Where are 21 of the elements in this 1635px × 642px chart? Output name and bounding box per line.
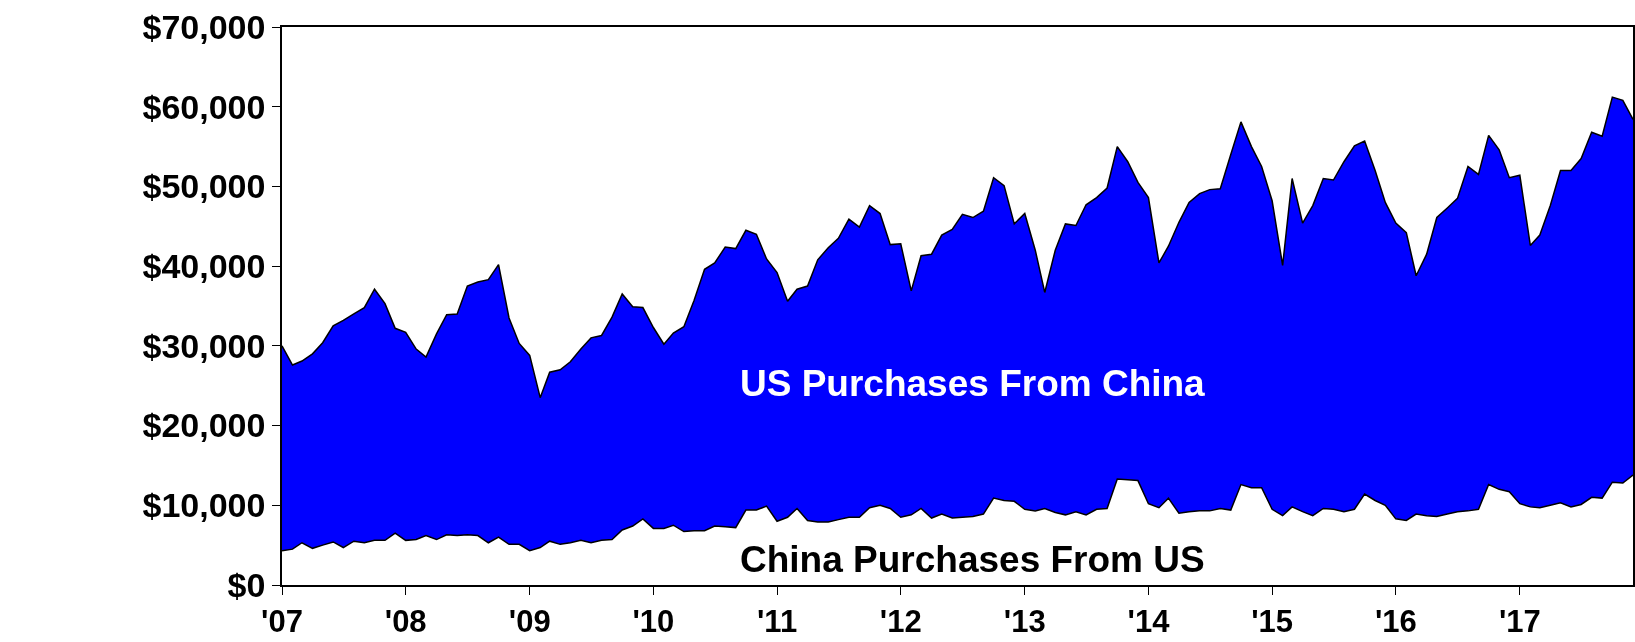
- x-tick-label: '12: [879, 603, 922, 639]
- x-tick-label: '15: [1251, 603, 1294, 639]
- y-tick-label: $10,000: [142, 486, 266, 525]
- y-tick-label: $0: [227, 565, 266, 604]
- y-tick-label: $40,000: [142, 247, 266, 286]
- x-tick-label: '13: [1003, 603, 1046, 639]
- series-label: China Purchases From US: [740, 539, 1205, 580]
- y-tick-label: $30,000: [142, 326, 266, 365]
- x-tick-label: '11: [756, 603, 798, 639]
- x-tick-label: '16: [1374, 603, 1417, 639]
- y-tick-label: $70,000: [142, 7, 266, 46]
- y-tick-label: $50,000: [142, 167, 266, 206]
- y-tick-label: $20,000: [142, 406, 266, 445]
- x-tick-label: '17: [1498, 603, 1541, 639]
- series-label: US Purchases From China: [740, 363, 1206, 404]
- x-tick-label: '09: [508, 603, 551, 639]
- y-tick-label: $60,000: [142, 87, 266, 126]
- x-tick-label: '07: [261, 603, 303, 639]
- x-tick-label: '14: [1127, 603, 1171, 639]
- x-tick-label: '10: [632, 603, 675, 639]
- x-tick-label: '08: [384, 603, 427, 639]
